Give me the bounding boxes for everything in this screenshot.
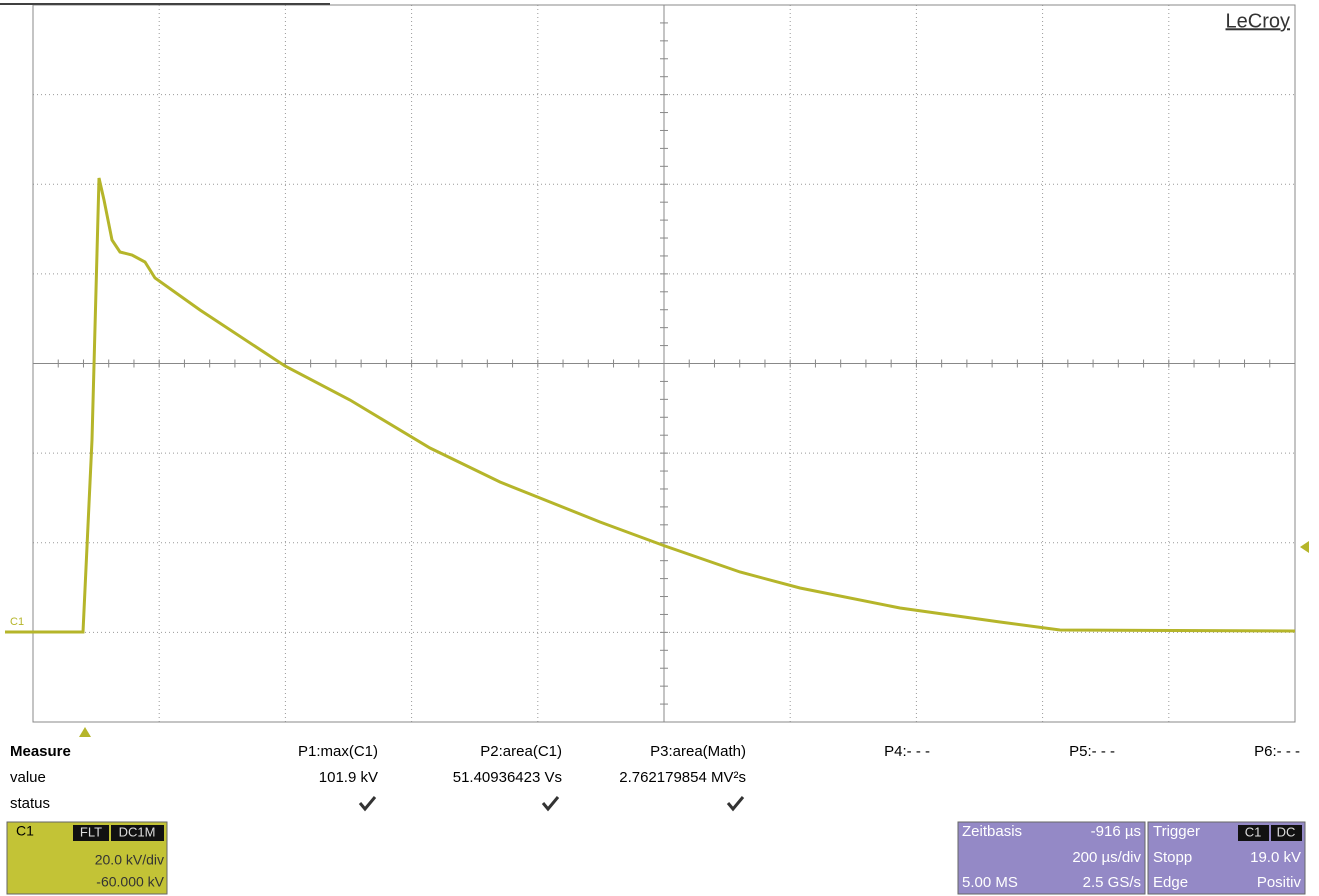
trigger-level: 19.0 kV xyxy=(1250,849,1301,866)
badge-text: DC xyxy=(1277,824,1296,839)
brand: LeCroy xyxy=(1226,10,1290,32)
timebase-scale: 200 µs/div xyxy=(1072,849,1141,866)
badge-text: DC1M xyxy=(119,824,156,839)
badge xyxy=(1238,825,1269,841)
status-check xyxy=(358,796,377,812)
trigger-label: Trigger xyxy=(1153,823,1200,840)
graticule xyxy=(32,4,1296,723)
trigger-slope: Positiv xyxy=(1257,874,1302,891)
badge-text: FLT xyxy=(80,824,102,839)
trace-label: C1 xyxy=(10,616,24,628)
graticule-border xyxy=(32,4,1296,723)
trigger-level-marker xyxy=(1300,541,1309,553)
channel-name: C1 xyxy=(16,823,34,839)
param-name: P2:area(C1) xyxy=(480,743,562,760)
param-value: 2.762179854 MV²s xyxy=(619,769,746,786)
trigger-mode: Stopp xyxy=(1153,849,1192,866)
trigger-position-marker xyxy=(79,727,91,737)
timebase-box xyxy=(957,821,1146,895)
badge xyxy=(73,825,109,841)
badge xyxy=(1271,825,1302,841)
param-value: 101.9 kV xyxy=(319,769,378,786)
param-name: P6:- - - xyxy=(1254,743,1300,760)
timebase-label: Zeitbasis xyxy=(962,823,1022,840)
waveform xyxy=(5,177,1296,634)
status-check xyxy=(726,796,745,812)
timebase-delay: -916 µs xyxy=(1091,823,1141,840)
measure-header: Measure xyxy=(10,743,71,760)
trigger-type: Edge xyxy=(1153,874,1188,891)
value-label: value xyxy=(10,769,46,786)
param-name: P3:area(Math) xyxy=(650,743,746,760)
channel-offset: -60.000 kV xyxy=(96,874,164,890)
badge-text: C1 xyxy=(1245,824,1262,839)
timebase-samples: 5.00 MS xyxy=(962,874,1018,891)
param-name: P1:max(C1) xyxy=(298,743,378,760)
param-name: P4:- - - xyxy=(884,743,930,760)
param-name: P5:- - - xyxy=(1069,743,1115,760)
channel-scale: 20.0 kV/div xyxy=(95,852,164,868)
status-check xyxy=(541,796,560,812)
badge xyxy=(111,825,164,841)
param-value: 51.40936423 Vs xyxy=(453,769,562,786)
timebase-rate: 2.5 GS/s xyxy=(1083,874,1141,891)
status-label: status xyxy=(10,795,50,812)
